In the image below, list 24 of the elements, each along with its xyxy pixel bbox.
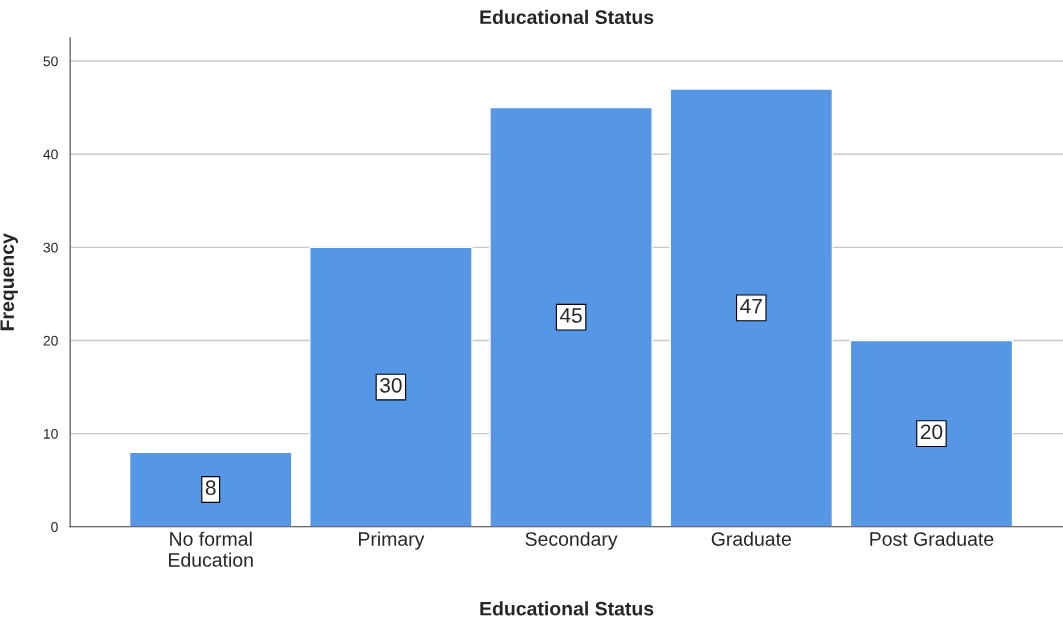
bar bbox=[128, 451, 293, 527]
x-tick-label: Graduate bbox=[711, 531, 791, 546]
data-label: 30 bbox=[380, 377, 402, 393]
y-tick-label: 10 bbox=[43, 428, 58, 439]
chart-title: Educational Status bbox=[480, 9, 654, 25]
bar bbox=[669, 88, 834, 527]
y-tick-label: 0 bbox=[51, 522, 58, 532]
x-tick-label: Primary bbox=[359, 531, 425, 550]
data-label: 20 bbox=[920, 424, 943, 440]
x-tick-label: Secondary bbox=[525, 531, 618, 550]
x-tick-label: Post Graduate bbox=[870, 531, 994, 546]
y-tick-label: 20 bbox=[43, 335, 58, 346]
data-label: 8 bbox=[205, 480, 216, 496]
bar bbox=[849, 339, 1014, 527]
y-tick-label: 40 bbox=[43, 149, 58, 160]
x-tick-label: No formal Education bbox=[169, 531, 253, 567]
y-tick-label: 50 bbox=[43, 56, 58, 67]
x-axis-title: Educational Status bbox=[480, 601, 654, 616]
bar bbox=[309, 246, 473, 527]
y-axis-title: Frequency bbox=[0, 233, 18, 331]
data-label: 47 bbox=[740, 298, 762, 314]
y-tick-label: 30 bbox=[43, 242, 58, 253]
bar bbox=[489, 106, 653, 527]
data-label: 45 bbox=[559, 308, 582, 323]
